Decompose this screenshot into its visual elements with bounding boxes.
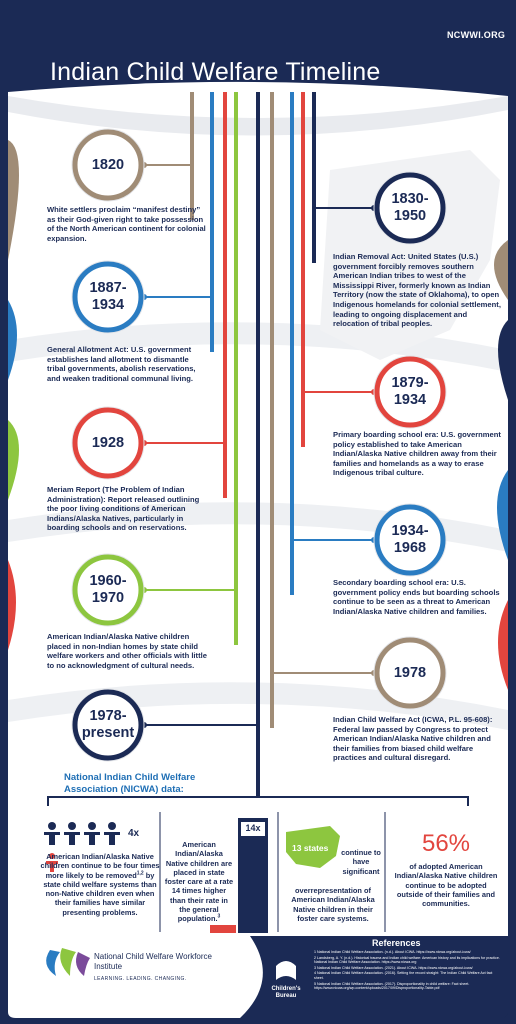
ncwwi-logo xyxy=(46,948,90,976)
date-circle xyxy=(72,129,144,201)
event-text: Primary boarding school era: U.S. govern… xyxy=(333,430,501,478)
cb-name: Children's Bureau xyxy=(271,986,301,999)
event-date: 1887-1934 xyxy=(89,280,127,313)
event-text: General Allotment Act: U.S. government e… xyxy=(47,345,196,383)
date-circle xyxy=(72,554,144,626)
event-date: 1820 xyxy=(91,156,125,173)
reference: 5 National Indian Child Welfare Associat… xyxy=(314,981,470,991)
wave xyxy=(8,502,508,552)
edge-band xyxy=(8,560,16,650)
label-box xyxy=(241,822,265,836)
event-date: 1879-1934 xyxy=(391,375,429,408)
reference: 4 National Indian Child Welfare Associat… xyxy=(314,971,493,980)
edge-band xyxy=(8,420,19,500)
date-circle xyxy=(374,637,446,709)
edge-band xyxy=(498,320,508,400)
event-text: Secondary boarding school era: U.S. gove… xyxy=(333,578,500,616)
stats-heading: National Indian Child Welfare Associatio… xyxy=(64,772,196,795)
stat-text: American Indian/Alaska Native children a… xyxy=(164,840,234,924)
edge-band xyxy=(497,470,508,560)
stat-figure: 56% xyxy=(421,830,471,857)
references: 1 National Indian Child Welfare Associat… xyxy=(314,950,500,992)
stat-text-part: American Indian/Alaska Native children c… xyxy=(40,852,160,880)
site-url: NCWWI.ORG xyxy=(447,30,506,40)
title: Indian Child Welfare Timeline xyxy=(50,58,381,86)
event-text: White settlers proclaim “manifest destin… xyxy=(47,205,206,243)
event-text: Meriam Report (The Problem of Indian Adm… xyxy=(47,485,200,533)
stat-text-part: American Indian/Alaska Native children a… xyxy=(164,840,234,924)
comparison-bar xyxy=(238,818,268,933)
event-date: 1978 xyxy=(393,664,427,681)
event-text: American Indian/Alaska Native children p… xyxy=(47,632,207,670)
stat-figure: 13 states xyxy=(292,843,329,853)
event-text: Indian Child Welfare Act (ICWA, P.L. 95-… xyxy=(333,715,493,763)
date-circle xyxy=(374,504,446,576)
ncwwi-tagline: LEARNING. LEADING. CHANGING. xyxy=(94,976,187,982)
us-map xyxy=(286,826,340,868)
edge-band xyxy=(498,600,508,690)
event-text: Indian Removal Act: United States (U.S.)… xyxy=(333,252,501,329)
stat-figure: 14x xyxy=(245,823,261,833)
edge-band xyxy=(8,140,19,260)
reference: 1 National Indian Child Welfare Associat… xyxy=(314,950,471,954)
stat-figure: 4x xyxy=(128,828,140,839)
map-shape xyxy=(320,150,500,360)
event-date: 1830-1950 xyxy=(391,191,429,224)
person-icon xyxy=(46,853,58,872)
reference: 3 National Indian Child Welfare Associat… xyxy=(314,965,473,970)
date-circle xyxy=(72,407,144,479)
stat-text: continue to have significant xyxy=(341,848,381,876)
stat-text-part: by state child welfare systems than non-… xyxy=(43,870,157,917)
date-circle xyxy=(374,356,446,428)
edge-band xyxy=(8,300,17,380)
reference: 2 Landsberg, A. Y. (n.d.). Historical tr… xyxy=(314,955,500,965)
date-circle xyxy=(72,261,144,333)
date-circle xyxy=(374,172,446,244)
citation: 3 xyxy=(217,913,221,920)
stat-text: of adopted American Indian/Alaska Native… xyxy=(394,862,498,909)
people-icons xyxy=(44,822,120,845)
stat-text: overrepresentation of American Indian/Al… xyxy=(291,886,375,923)
event-date: 1978-present xyxy=(81,708,135,741)
edge-band xyxy=(494,240,508,300)
event-date: 1928 xyxy=(91,434,125,451)
references-title: References xyxy=(372,938,421,948)
date-circle xyxy=(72,689,144,761)
cb-logo xyxy=(276,961,296,980)
citation: 1,2 xyxy=(136,870,144,877)
comparison-bar xyxy=(210,925,236,933)
wave xyxy=(8,96,508,136)
stat-text: American Indian/Alaska Native children c… xyxy=(40,852,160,917)
event-date: 1934-1968 xyxy=(391,523,429,556)
event-date: 1960-1970 xyxy=(89,573,127,606)
ncwwi-name: National Child Welfare Workforce Institu… xyxy=(94,952,212,971)
